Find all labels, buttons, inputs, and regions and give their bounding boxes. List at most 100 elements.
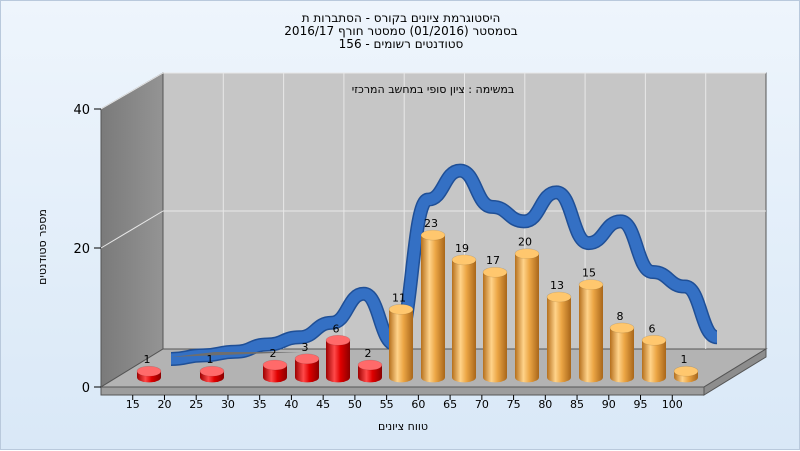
data-label: 6 bbox=[649, 322, 656, 335]
bar-body bbox=[483, 272, 507, 383]
bar-cap bbox=[199, 365, 225, 377]
bar-cap bbox=[514, 248, 540, 259]
data-label: 23 bbox=[424, 217, 438, 230]
bar-cap bbox=[262, 359, 288, 371]
bar-15-20 bbox=[136, 365, 162, 383]
y-axis-label: מספר סטודנטים bbox=[36, 209, 49, 285]
data-label: 13 bbox=[550, 279, 564, 292]
bar-75-80 bbox=[514, 248, 540, 383]
bar-body bbox=[421, 235, 445, 383]
bar-body bbox=[515, 253, 539, 383]
bar-25-30 bbox=[199, 365, 225, 383]
bar-body bbox=[579, 284, 603, 383]
bar-85-90 bbox=[578, 279, 604, 383]
y-tick-label: 20 bbox=[73, 242, 90, 257]
data-label: 17 bbox=[486, 254, 500, 267]
distribution-curve bbox=[170, 165, 719, 365]
data-label: 2 bbox=[365, 347, 372, 360]
front-edge bbox=[100, 386, 705, 396]
x-tick-label: 35 bbox=[253, 398, 267, 411]
bars-layer bbox=[136, 229, 699, 383]
bar-65-70 bbox=[451, 254, 477, 383]
bar-cap bbox=[609, 322, 635, 334]
bar-cap bbox=[136, 365, 162, 377]
bar-cap bbox=[641, 334, 667, 346]
x-tick-label: 15 bbox=[126, 398, 140, 411]
x-tick-label: 75 bbox=[507, 398, 521, 411]
x-tick-label: 40 bbox=[284, 398, 298, 411]
data-label: 1 bbox=[144, 353, 151, 366]
distribution-curve-layer bbox=[170, 163, 720, 366]
x-tick-label: 45 bbox=[316, 398, 330, 411]
bar-cap bbox=[388, 304, 414, 315]
bar-70-75 bbox=[482, 266, 508, 383]
bar-cap bbox=[451, 254, 477, 266]
data-label: 11 bbox=[392, 291, 406, 304]
bar-cap bbox=[294, 353, 320, 365]
data-label: 20 bbox=[518, 236, 532, 249]
data-label: 2 bbox=[270, 347, 277, 360]
x-tick-label: 90 bbox=[602, 398, 616, 411]
x-tick-label: 20 bbox=[157, 398, 171, 411]
bar-cap bbox=[420, 229, 446, 241]
bar-100 bbox=[673, 365, 699, 383]
data-label: 3 bbox=[302, 341, 309, 354]
x-tick-label: 25 bbox=[189, 398, 203, 411]
data-label: 15 bbox=[582, 267, 596, 280]
data-label: 1 bbox=[681, 353, 688, 366]
x-tick-label: 100 bbox=[662, 398, 683, 411]
x-tick-label: 95 bbox=[634, 398, 648, 411]
bar-body bbox=[547, 296, 571, 383]
bar-50-55 bbox=[357, 359, 383, 383]
x-tick-labels: 15 20 25 30 35 40 45 50 55 60 65 70 75 80 85 90 95 100 bbox=[126, 395, 683, 411]
x-tick-label: 60 bbox=[411, 398, 425, 411]
bar-95-100 bbox=[641, 334, 667, 383]
bar-35-40 bbox=[262, 359, 288, 383]
bar-body bbox=[295, 358, 319, 383]
bar-80-85 bbox=[546, 291, 572, 383]
x-tick-label: 55 bbox=[380, 398, 394, 411]
inner-title: במשימה : ציון סופי במחשב המרכזי bbox=[352, 83, 515, 96]
y-tick-labels: 0 20 40 bbox=[73, 103, 101, 396]
bar-cap bbox=[482, 266, 508, 278]
bar-body bbox=[326, 340, 350, 383]
gridline-wall bbox=[100, 72, 164, 110]
chart-title-line-2: בסמסטר (01/2016) סמסטר חורף 2016/17 bbox=[284, 24, 518, 38]
x-tick-label: 30 bbox=[221, 398, 235, 411]
curve-tail-shadow bbox=[171, 352, 301, 357]
bar-body bbox=[642, 340, 666, 383]
bar-55-60 bbox=[388, 304, 414, 383]
bar-90-95 bbox=[609, 322, 635, 383]
gridline-wall bbox=[100, 210, 164, 249]
bar-45-50 bbox=[325, 334, 351, 383]
bar-cap bbox=[325, 334, 351, 346]
bar-cap bbox=[673, 365, 699, 377]
bar-body bbox=[389, 309, 413, 383]
data-label: 6 bbox=[333, 322, 340, 335]
chart-title-line-3: 156 - סטודנטים רשומים bbox=[338, 37, 464, 51]
y-tick-label: 40 bbox=[73, 103, 90, 118]
data-label: 8 bbox=[617, 310, 624, 323]
bar-body bbox=[358, 365, 382, 383]
bar-cap bbox=[546, 291, 572, 303]
bar-body bbox=[263, 365, 287, 383]
data-label: 1 bbox=[207, 353, 214, 366]
bar-cap bbox=[578, 279, 604, 290]
x-tick-label: 70 bbox=[475, 398, 489, 411]
bar-cap bbox=[357, 359, 383, 371]
bar-body bbox=[452, 259, 476, 383]
x-tick-label: 50 bbox=[348, 398, 362, 411]
data-label: 19 bbox=[455, 242, 469, 255]
x-axis-label: טווח ציונים bbox=[378, 420, 428, 433]
x-tick-label: 65 bbox=[443, 398, 457, 411]
bar-60-65 bbox=[420, 229, 446, 383]
x-tick-label: 85 bbox=[570, 398, 584, 411]
x-tick-label: 80 bbox=[538, 398, 552, 411]
chart-title-line-1: היסטוגרמת ציונים בקורס - הסתברות ת bbox=[301, 11, 501, 25]
bar-40-45 bbox=[294, 353, 320, 383]
y-tick-label: 0 bbox=[82, 381, 90, 396]
bar-body bbox=[610, 327, 634, 383]
